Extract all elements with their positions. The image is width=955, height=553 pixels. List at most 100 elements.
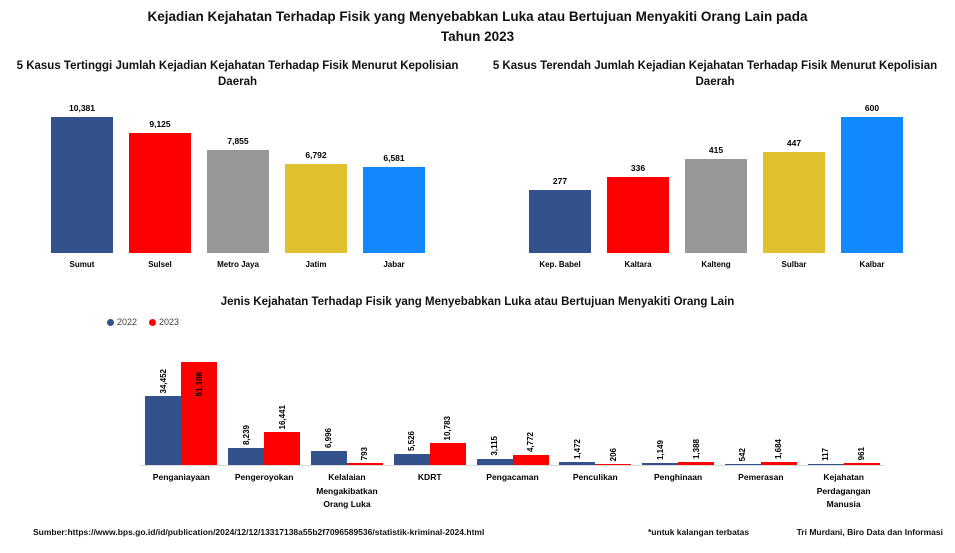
group-slot: 1,149 1,388 (637, 350, 720, 465)
bar-2022-Kejahatan Perdagangan Manusia (807, 464, 844, 465)
bar-value-text: 1,149 (655, 439, 665, 460)
category-label: Pemerasan (738, 472, 784, 482)
bar-value-label: 1,388 (678, 439, 714, 459)
bar-2023-KDRT (429, 443, 466, 465)
bar-value-text: 1,684 (774, 438, 784, 459)
category-label: Pengacaman (486, 472, 539, 482)
chart-title-terendah: 5 Kasus Terendah Jumlah Kejadian Kejahat… (492, 60, 938, 89)
bar-Kep. Babel (529, 190, 591, 253)
bar-value-label: 5,526 (394, 431, 430, 451)
bar-value-label: 6,792 (305, 150, 327, 160)
bar-value-text: 793 (360, 446, 370, 460)
bar-slot: 277 (521, 176, 599, 253)
category-label: Penghinaan (653, 472, 703, 482)
category-label: Metro Jaya (217, 260, 259, 269)
bar-value-text: 5,526 (407, 430, 417, 451)
bar-2022-Pengeroyokan (228, 448, 265, 465)
page-title: Kejadian Kejahatan Terhadap Fisik yang M… (0, 7, 955, 48)
bar-value-text: 117 (821, 448, 831, 461)
bar-slot: 415 (677, 145, 755, 253)
category-label: KDRT (417, 472, 442, 482)
bar-Kalteng (685, 159, 747, 253)
bar-2023-Pengacaman (512, 455, 549, 465)
bar-2022-Kelalaian Mengakibatkan Orang Luka (310, 451, 347, 465)
category-label: Sulbar (781, 260, 807, 269)
bar-value-text: 51,106 (194, 371, 204, 396)
bar-value-text: 6,996 (324, 427, 334, 448)
bar-Kalbar (841, 117, 903, 253)
group-slot: 117 961 (802, 350, 885, 465)
chart-jenis-plot: 34,452 51,106 8,239 16,441 6,996 793 5,526 10,7… (140, 350, 885, 465)
bar-slot: 10,381 (43, 103, 121, 253)
bar-value-text: 8,239 (241, 424, 251, 445)
bar-slot: 9,125 (121, 119, 199, 253)
bar-2023-Kejahatan Perdagangan Manusia (843, 463, 880, 465)
group-slot: 3,115 4,772 (471, 350, 554, 465)
bar-2022-KDRT (393, 454, 430, 465)
bar-value-label: 16,441 (264, 405, 300, 429)
bar-2022-Penghinaan (642, 463, 679, 465)
source-url: https://www.bps.go.id/id/publication/202… (67, 527, 485, 537)
bar-value-label: 277 (552, 176, 568, 186)
bar-value-label: 542 (725, 448, 761, 461)
category-label: Kaltara (624, 260, 652, 269)
bar-pair: 3,115 4,772 (476, 350, 549, 465)
bar-value-text: 1,472 (572, 438, 582, 459)
bar-2023-Penculikan (595, 464, 632, 465)
group-slot: 5,526 10,783 (388, 350, 471, 465)
bar-slot: 600 (833, 103, 911, 253)
bar-pair: 8,239 16,441 (228, 350, 301, 465)
category-label: Penganiayaan (152, 472, 210, 482)
bar-value-label: 34,452 (145, 369, 181, 393)
chart-terendah-plot: 277 336 415 447 600 (521, 103, 911, 253)
group-slot: 1,472 206 (554, 350, 637, 465)
footer-note: *untuk kalangan terbatas (648, 527, 750, 537)
bar-value-label: 1,472 (559, 439, 595, 459)
bar-value-label: 206 (595, 448, 631, 461)
chart-tertinggi-categories: Sumut Sulsel Metro Jaya Jatim Jabar (43, 260, 433, 269)
bar-Metro Jaya (207, 150, 269, 253)
group-slot: 34,452 51,106 (140, 350, 223, 465)
chart-terendah-categories: Kep. Babel Kaltara Kalteng Sulbar Kalbar (521, 260, 911, 269)
bar-slot: 6,792 (277, 150, 355, 253)
footer-credit: Tri Murdani, Biro Data dan Informasi (796, 527, 943, 537)
bar-Sulsel (129, 133, 191, 253)
category-label: Kalbar (859, 260, 885, 269)
chart-jenis-categories: Penganiayaan Pengeroyokan Kelalaian Mengak… (140, 471, 885, 512)
bar-2022-Pengacaman (476, 459, 513, 465)
bar-Sumut (51, 117, 113, 253)
bar-pair: 542 1,684 (724, 350, 797, 465)
bar-Kaltara (607, 177, 669, 253)
bar-value-label: 51,106 (181, 372, 217, 396)
bar-value-text: 961 (857, 446, 867, 460)
chart-jenis-legend: 2022 2023 (107, 317, 179, 327)
category-label: Sumut (69, 260, 95, 269)
page-title-line1: Kejadian Kejahatan Terhadap Fisik yang M… (147, 9, 808, 24)
legend-label: 2023 (159, 317, 180, 327)
category-label: Kep. Babel (539, 260, 581, 269)
bar-value-text: 16,441 (277, 404, 287, 429)
bar-value-text: 542 (738, 447, 748, 461)
category-label: Kalteng (701, 260, 731, 269)
bar-pair: 1,472 206 (559, 350, 632, 465)
bar-slot: 336 (599, 163, 677, 253)
bar-value-label: 117 (808, 448, 844, 461)
bar-slot: 7,855 (199, 136, 277, 253)
bar-value-text: 1,388 (691, 438, 701, 459)
chart-tertinggi-plot: 10,381 9,125 7,855 6,792 6,581 (43, 103, 433, 253)
bar-value-label: 1,149 (642, 440, 678, 460)
legend-label: 2022 (117, 317, 138, 327)
group-slot: 542 1,684 (719, 350, 802, 465)
bar-value-label: 9,125 (149, 119, 171, 129)
legend-item-2023: 2023 (149, 317, 179, 327)
bar-value-label: 10,783 (430, 416, 466, 440)
chart-title-tertinggi: 5 Kasus Tertinggi Jumlah Kejadian Kejaha… (16, 60, 459, 89)
bar-2023-Pemerasan (760, 462, 797, 465)
category-label: Sulsel (148, 260, 172, 269)
legend-dot-2023 (149, 318, 157, 326)
page-title-line2: Tahun 2023 (440, 29, 515, 45)
bar-value-text: 3,115 (490, 436, 500, 456)
bar-value-label: 793 (347, 447, 383, 460)
bar-value-label: 3,115 (477, 436, 513, 456)
bar-value-label: 1,684 (761, 439, 797, 459)
